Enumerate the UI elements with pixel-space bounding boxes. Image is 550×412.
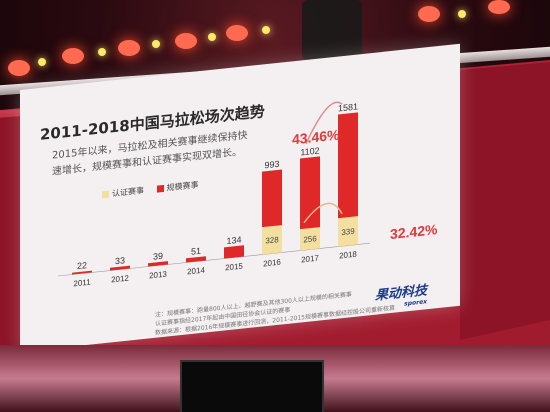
bar-certified-2018 <box>338 216 358 247</box>
x-tick-2013: 2013 <box>149 270 167 281</box>
x-tick-2015: 2015 <box>225 262 243 273</box>
x-tick-2017: 2017 <box>301 254 319 265</box>
growth-arrow-scale <box>305 101 343 145</box>
data-label-scale-2013: 39 <box>153 251 163 262</box>
stage-light <box>262 26 270 34</box>
x-tick-2014: 2014 <box>187 266 205 277</box>
stage-light <box>152 40 160 48</box>
x-tick-2016: 2016 <box>263 258 281 269</box>
bar-scale-2017 <box>300 156 320 251</box>
data-label-scale-2016: 993 <box>264 159 279 171</box>
data-label-scale-2017: 1102 <box>300 145 319 157</box>
bar-scale-2015 <box>224 245 244 259</box>
bar-certified-2017 <box>300 227 320 251</box>
bar-scale-2011 <box>72 270 92 275</box>
stage-light <box>226 25 248 41</box>
bar-scale-2018 <box>338 112 358 247</box>
projection-screen: 2011-2018中国马拉松场次趋势 2015年以来，马拉松及相关赛事继续保持快… <box>20 43 460 352</box>
stage-light <box>418 6 440 22</box>
bar-chart: 22 2011 33 2012 39 2013 51 2014 134 2015 328 993 201… <box>58 101 370 289</box>
brand-logo: 果动科技 sporex <box>375 279 427 310</box>
growth-arrow-certified <box>303 202 343 224</box>
stage-light <box>175 33 197 49</box>
x-tick-2011: 2011 <box>73 278 91 289</box>
stage-light <box>208 33 216 41</box>
data-label-scale-2015: 134 <box>226 235 241 247</box>
x-axis <box>58 242 370 277</box>
stage-monitor <box>180 360 324 412</box>
data-label-scale-2018: 1581 <box>338 101 358 113</box>
camera-rig <box>302 0 362 60</box>
data-label-scale-2011: 22 <box>77 260 87 271</box>
bar-scale-2014 <box>186 256 206 263</box>
data-label-certified-2017: 256 <box>303 234 317 244</box>
stage-light <box>118 40 140 56</box>
data-label-scale-2012: 33 <box>115 255 125 266</box>
stage-light <box>62 48 84 64</box>
stage-light <box>38 58 46 66</box>
stage-light <box>98 48 106 56</box>
stage-light <box>488 0 510 14</box>
data-label-certified-2018: 339 <box>341 227 355 237</box>
bar-scale-2013 <box>148 261 168 267</box>
bar-certified-2016 <box>262 225 282 255</box>
x-tick-2018: 2018 <box>339 250 357 261</box>
bar-scale-2012 <box>110 265 130 271</box>
data-label-scale-2014: 51 <box>191 246 201 257</box>
stage-light <box>458 10 466 18</box>
x-tick-2012: 2012 <box>111 274 129 285</box>
data-label-certified-2016: 328 <box>265 235 279 245</box>
stage-light <box>8 60 30 76</box>
